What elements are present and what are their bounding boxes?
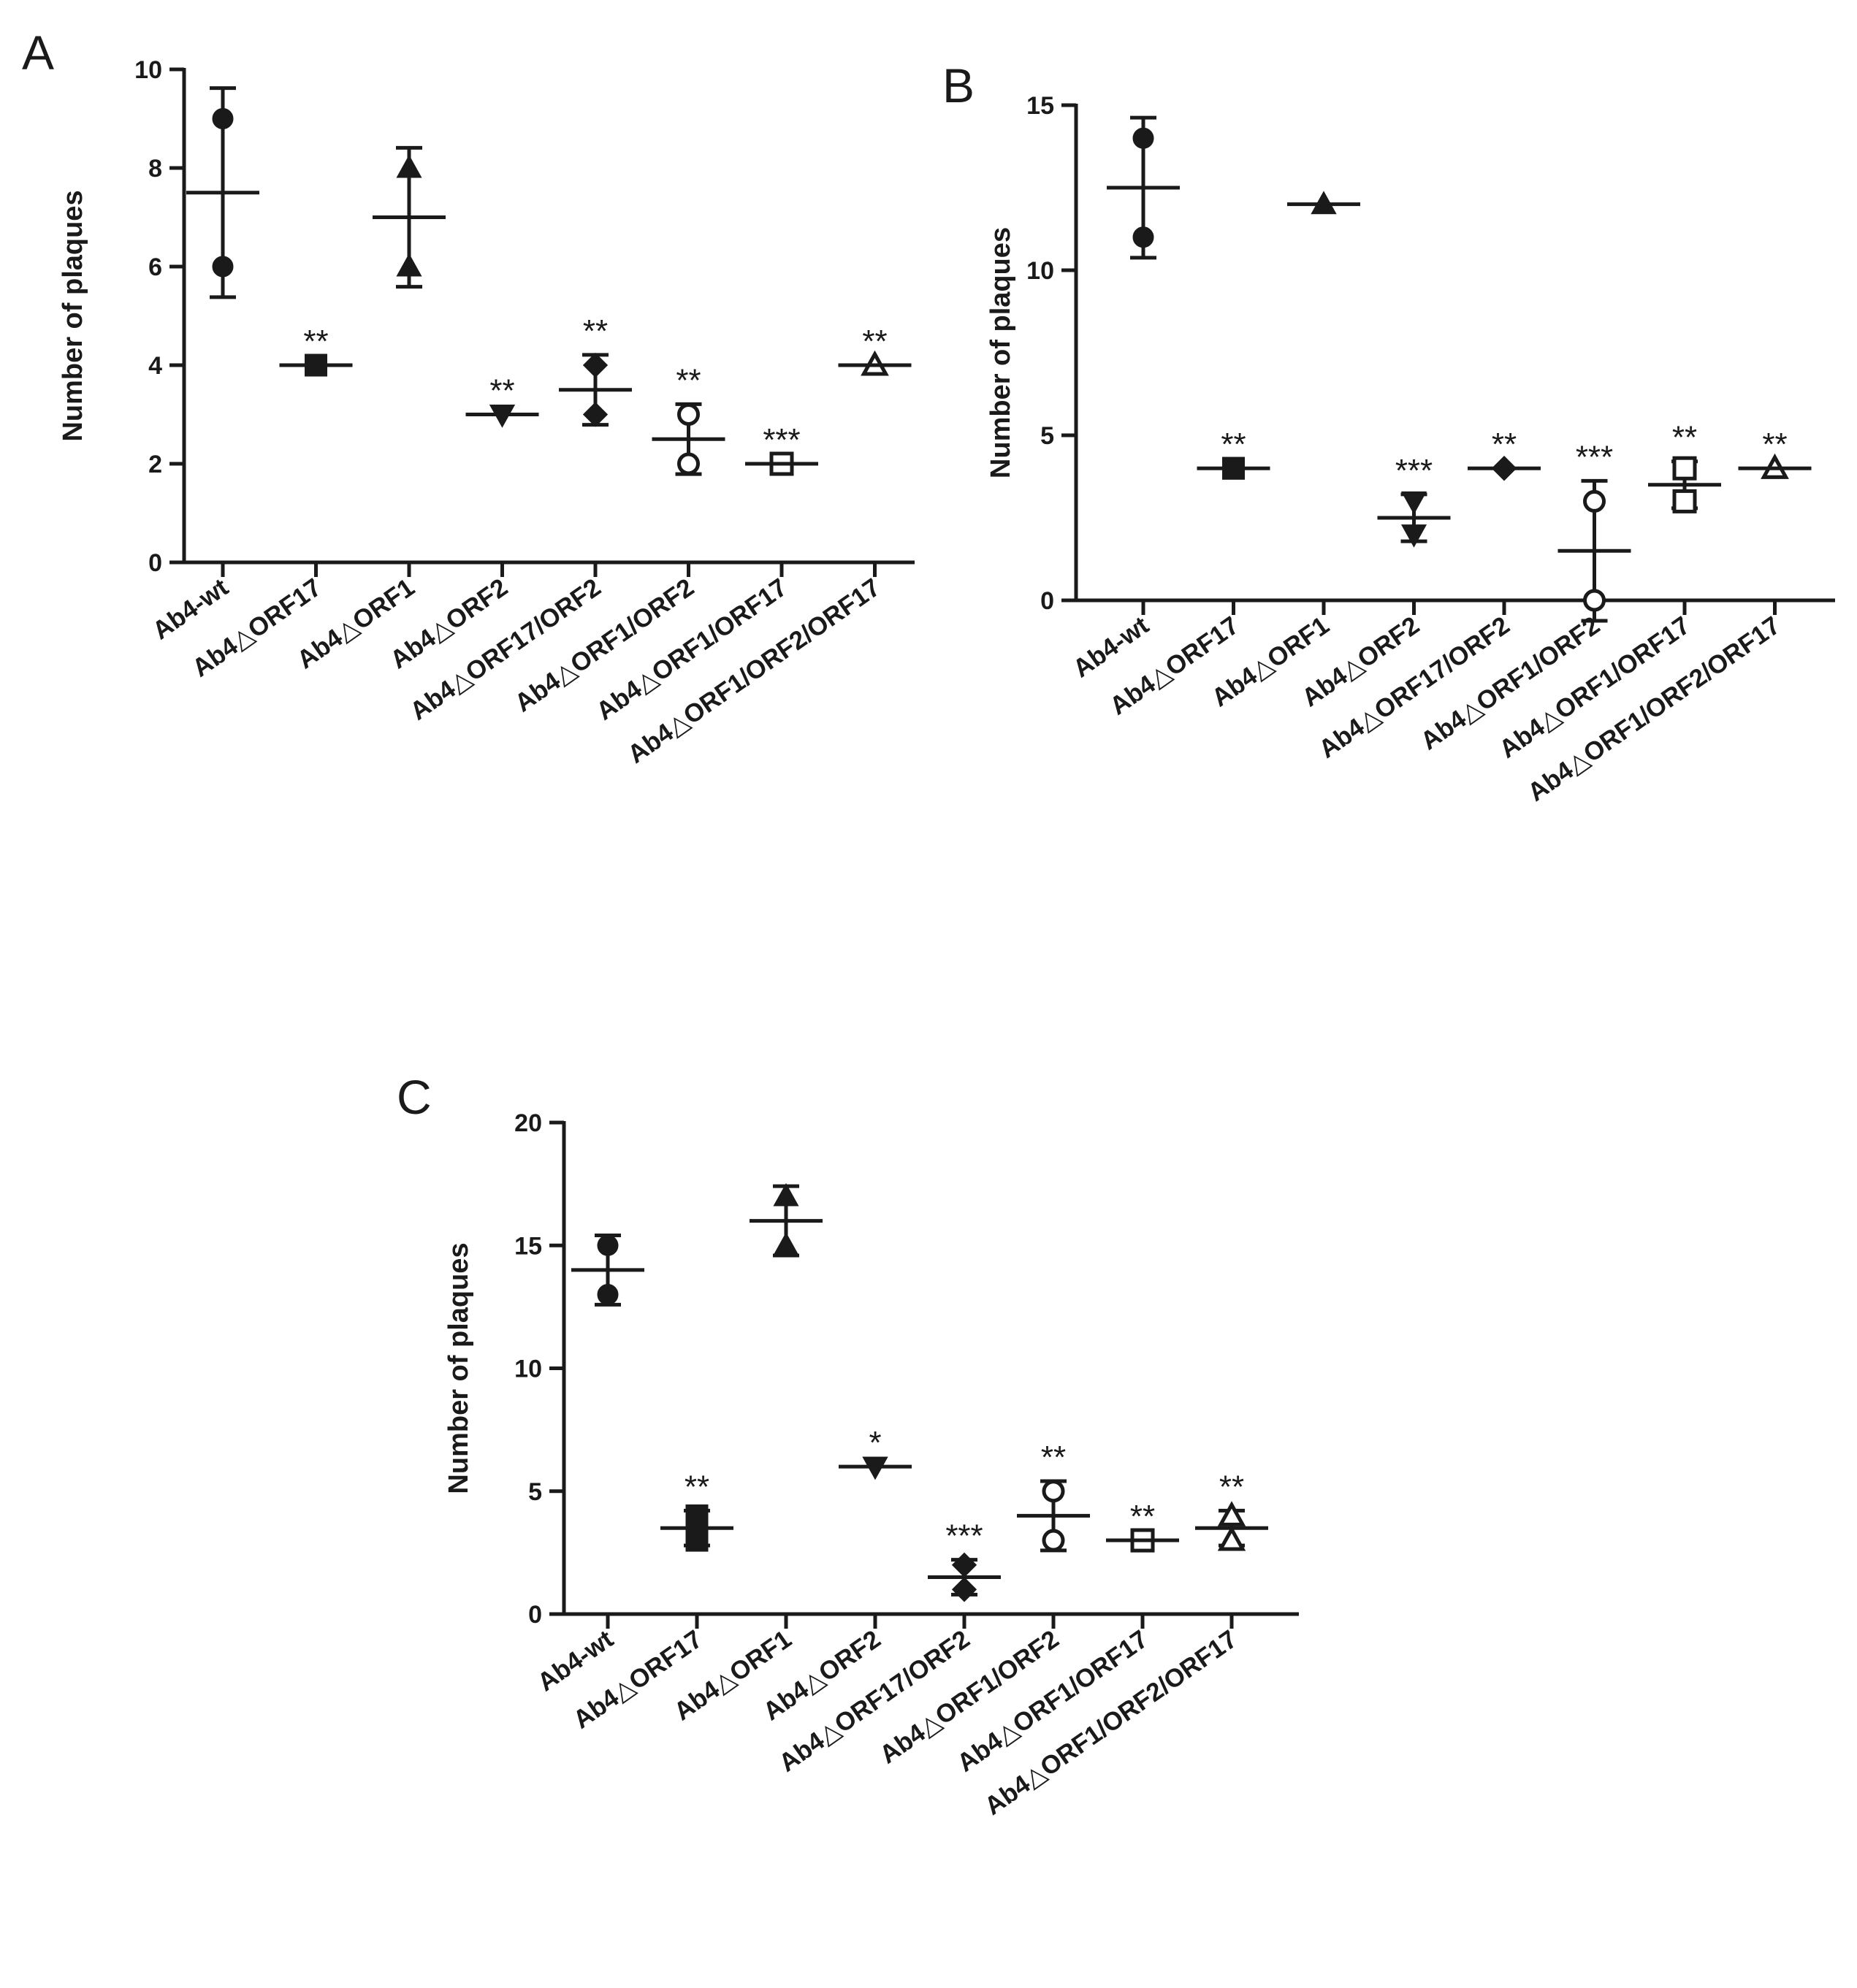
- data-point-c-7-1: [1217, 1501, 1246, 1526]
- y-tick-label-b-15: 15: [1026, 92, 1054, 120]
- significance-label-b-5: ***: [1576, 439, 1613, 475]
- data-point-b-3-0: [1400, 524, 1427, 548]
- significance-label-b-1: **: [1221, 427, 1246, 462]
- significance-label-a-5: **: [676, 362, 701, 398]
- data-point-c-0-1: [597, 1234, 619, 1256]
- data-point-c-5-0: [1042, 1529, 1065, 1552]
- panel-letter-a: A: [22, 26, 54, 80]
- significance-label-b-7: **: [1762, 427, 1787, 462]
- data-point-c-2-0: [773, 1232, 799, 1255]
- data-point-b-0-1: [1132, 127, 1154, 149]
- y-tick-label-c-10: 10: [514, 1356, 542, 1383]
- data-point-a-2-0: [396, 253, 422, 277]
- significance-label-c-7: **: [1219, 1469, 1244, 1505]
- significance-label-a-6: ***: [763, 422, 800, 458]
- data-point-c-4-1: [951, 1552, 977, 1578]
- data-point-b-0-0: [1132, 226, 1154, 248]
- significance-label-a-7: **: [862, 324, 887, 359]
- data-point-c-1-0: [685, 1529, 709, 1552]
- data-point-a-4-0: [582, 402, 609, 427]
- data-point-a-2-1: [396, 154, 422, 178]
- significance-label-c-3: *: [869, 1425, 881, 1461]
- data-point-b-5-1: [1583, 489, 1606, 513]
- y-tick-label-a-2: 2: [148, 451, 162, 478]
- data-point-c-1-1: [685, 1504, 709, 1527]
- significance-label-c-4: ***: [945, 1518, 983, 1554]
- y-tick-label-b-5: 5: [1040, 422, 1054, 450]
- y-tick-label-a-6: 6: [148, 253, 162, 281]
- y-tick-label-b-0: 0: [1040, 587, 1054, 615]
- y-tick-label-b-10: 10: [1026, 257, 1054, 285]
- y-tick-label-c-5: 5: [528, 1478, 542, 1506]
- y-axis-label-a: Number of plaques: [58, 190, 88, 441]
- significance-label-c-1: **: [685, 1469, 709, 1505]
- data-point-b-6-0: [1672, 489, 1697, 513]
- panel-letter-c: C: [397, 1070, 432, 1124]
- y-tick-label-c-20: 20: [514, 1109, 542, 1137]
- data-point-c-5-1: [1042, 1480, 1065, 1503]
- data-point-a-0-0: [212, 256, 234, 278]
- data-point-a-0-1: [212, 108, 234, 129]
- y-axis-label-b: Number of plaques: [985, 227, 1016, 478]
- panel-letter-b: B: [942, 58, 975, 112]
- y-tick-label-c-0: 0: [528, 1601, 542, 1629]
- data-point-a-5-1: [677, 403, 700, 426]
- y-tick-label-c-15: 15: [514, 1232, 542, 1260]
- data-point-c-7-0: [1217, 1525, 1246, 1551]
- data-point-c-0-0: [597, 1284, 619, 1306]
- data-point-b-5-0: [1583, 589, 1606, 612]
- data-point-c-2-1: [773, 1182, 799, 1207]
- y-tick-label-a-4: 4: [148, 352, 162, 380]
- significance-label-c-6: **: [1130, 1499, 1155, 1534]
- significance-label-a-1: **: [303, 324, 328, 359]
- significance-label-a-3: **: [489, 373, 514, 409]
- significance-label-c-5: **: [1041, 1440, 1066, 1475]
- data-point-b-3-1: [1400, 491, 1427, 515]
- significance-label-a-4: **: [583, 313, 608, 349]
- significance-label-b-4: **: [1492, 427, 1517, 462]
- y-tick-label-a-0: 0: [148, 549, 162, 577]
- y-tick-label-a-8: 8: [148, 155, 162, 183]
- data-point-a-4-1: [582, 352, 609, 378]
- y-axis-label-c: Number of plaques: [443, 1242, 474, 1494]
- significance-label-b-6: **: [1672, 420, 1697, 456]
- significance-label-b-3: ***: [1395, 453, 1433, 489]
- data-point-c-4-0: [951, 1577, 977, 1602]
- category-label-a-0: Ab4-wt: [148, 573, 234, 645]
- data-point-a-5-0: [677, 452, 700, 475]
- y-tick-label-a-10: 10: [134, 56, 162, 84]
- data-point-b-6-1: [1672, 456, 1697, 481]
